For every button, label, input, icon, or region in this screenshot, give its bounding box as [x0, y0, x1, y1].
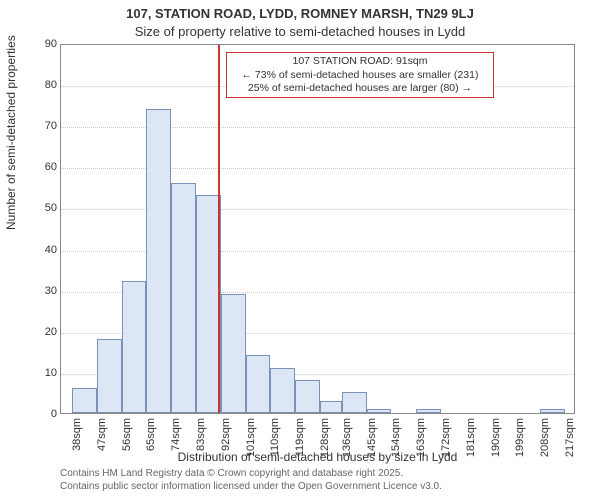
footer-attribution: Contains HM Land Registry data © Crown c… [60, 468, 442, 493]
y-tick-label: 30 [27, 285, 57, 297]
annotation-box: 107 STATION ROAD: 91sqm← 73% of semi-det… [226, 52, 494, 97]
y-tick-label: 70 [27, 120, 57, 132]
y-tick-label: 0 [27, 408, 57, 420]
histogram-bar [171, 183, 196, 413]
annotation-line: ← 73% of semi-detached houses are smalle… [231, 69, 489, 82]
annotation-line: 107 STATION ROAD: 91sqm [231, 55, 489, 68]
y-tick-label: 40 [27, 244, 57, 256]
y-tick-label: 80 [27, 79, 57, 91]
histogram-bar [146, 109, 171, 413]
footer-line2: Contains public sector information licen… [60, 481, 442, 494]
histogram-bar [246, 355, 271, 413]
y-tick-label: 20 [27, 326, 57, 338]
gridline [61, 209, 574, 210]
histogram-bar [540, 409, 565, 413]
gridline [61, 127, 574, 128]
y-tick-label: 10 [27, 367, 57, 379]
chart-title-line2: Size of property relative to semi-detach… [0, 24, 600, 39]
y-tick-label: 60 [27, 161, 57, 173]
plot-area: 107 STATION ROAD: 91sqm← 73% of semi-det… [60, 44, 575, 414]
y-axis-label: Number of semi-detached properties [4, 35, 18, 230]
x-axis-label: Distribution of semi-detached houses by … [60, 450, 575, 464]
chart-container: 107, STATION ROAD, LYDD, ROMNEY MARSH, T… [0, 0, 600, 500]
histogram-bar [270, 368, 295, 413]
histogram-bar [320, 401, 342, 413]
y-tick-label: 90 [27, 38, 57, 50]
gridline [61, 251, 574, 252]
histogram-bar [367, 409, 392, 413]
gridline [61, 168, 574, 169]
chart-title-line1: 107, STATION ROAD, LYDD, ROMNEY MARSH, T… [0, 6, 600, 21]
histogram-bar [342, 392, 367, 413]
histogram-bar [97, 339, 122, 413]
histogram-bar [416, 409, 441, 413]
reference-line [218, 45, 220, 413]
annotation-line: 25% of semi-detached houses are larger (… [231, 82, 489, 95]
histogram-bar [122, 281, 147, 413]
y-tick-label: 50 [27, 202, 57, 214]
histogram-bar [72, 388, 97, 413]
histogram-bar [221, 294, 246, 413]
histogram-bar [295, 380, 320, 413]
footer-line1: Contains HM Land Registry data © Crown c… [60, 468, 442, 481]
